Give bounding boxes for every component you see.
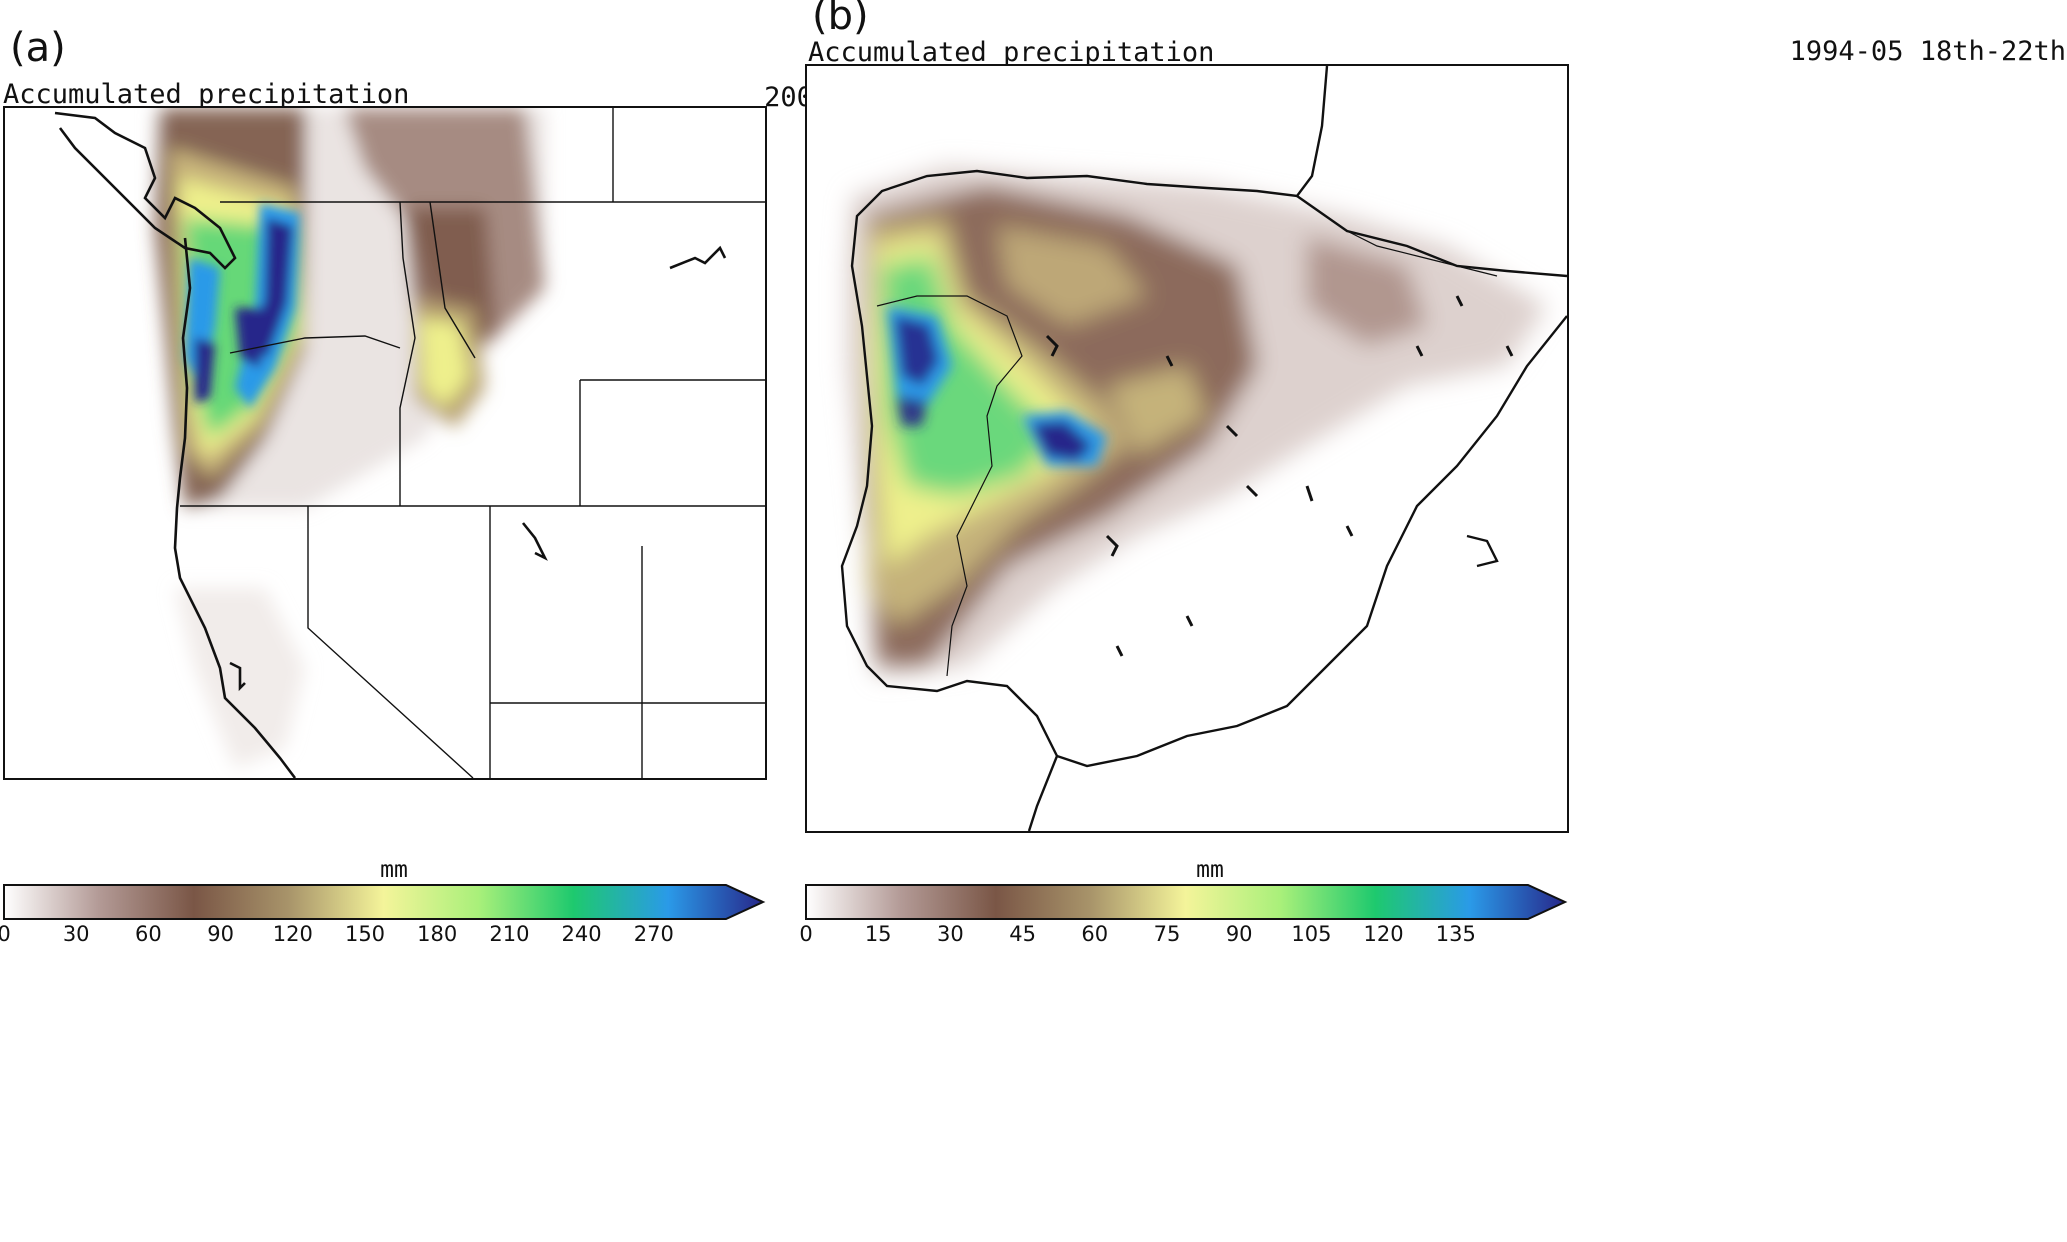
panel-a-map — [3, 106, 767, 780]
colorbar-tick-label: 60 — [135, 922, 162, 946]
panel-b-label: (b) — [812, 0, 869, 39]
panel-a-label: (a) — [10, 25, 66, 71]
panel-a-precip-field — [155, 108, 545, 768]
panel-b-map — [805, 64, 1569, 833]
panel-a-title: Accumulated precipitation — [3, 79, 410, 110]
colorbar-tick-label: 15 — [864, 922, 892, 946]
panel-a-precip-core — [185, 203, 300, 408]
colorbar-tick-label: 0 — [799, 922, 813, 946]
panel-b-colorbar — [805, 884, 1568, 920]
panel-b-map-svg — [840, 66, 1567, 831]
panel-b-coastline — [840, 66, 1567, 831]
colorbar-tick-label: 90 — [207, 922, 234, 946]
panel-a-map-svg — [54, 108, 765, 778]
colorbar-gradient — [805, 884, 1568, 920]
panel-a-colorbar — [3, 884, 766, 920]
colorbar-tick-label: 135 — [1435, 922, 1476, 946]
colorbar-tick-label: 0 — [0, 922, 11, 946]
colorbar-tick-label: 60 — [1081, 922, 1109, 946]
colorbar-tick-label: 45 — [1009, 922, 1036, 946]
panel-b-precip-core — [887, 306, 1107, 466]
panel-b-precip-field — [847, 166, 1547, 676]
colorbar-tick-label: 240 — [561, 922, 602, 946]
colorbar-tick-label: 210 — [489, 922, 530, 946]
panel-b-colorbar-unit: mm — [1196, 857, 1224, 883]
panel-a-boundaries — [180, 108, 765, 778]
colorbar-tick-label: 270 — [633, 922, 674, 946]
colorbar-tick-label: 120 — [1363, 922, 1404, 946]
panel-b-period: 1994-05 18th-22th — [1789, 36, 2066, 67]
panel-b-title: Accumulated precipitation — [808, 37, 1215, 68]
panel-a-colorbar-unit: mm — [380, 857, 408, 883]
colorbar-tick-label: 90 — [1225, 922, 1253, 946]
colorbar-tick-label: 75 — [1153, 922, 1181, 946]
colorbar-tick-label: 150 — [344, 922, 386, 946]
colorbar-tick-label: 30 — [937, 922, 964, 946]
colorbar-tick-label: 180 — [417, 922, 458, 946]
colorbar-gradient — [3, 884, 766, 920]
colorbar-tick-label: 120 — [272, 922, 313, 946]
colorbar-tick-label: 105 — [1291, 922, 1332, 946]
colorbar-tick-label: 30 — [62, 922, 90, 946]
panel-b-rivers-dams — [1045, 295, 1514, 657]
panel-a-coastline — [54, 111, 727, 778]
panel-b-border — [876, 230, 1498, 677]
